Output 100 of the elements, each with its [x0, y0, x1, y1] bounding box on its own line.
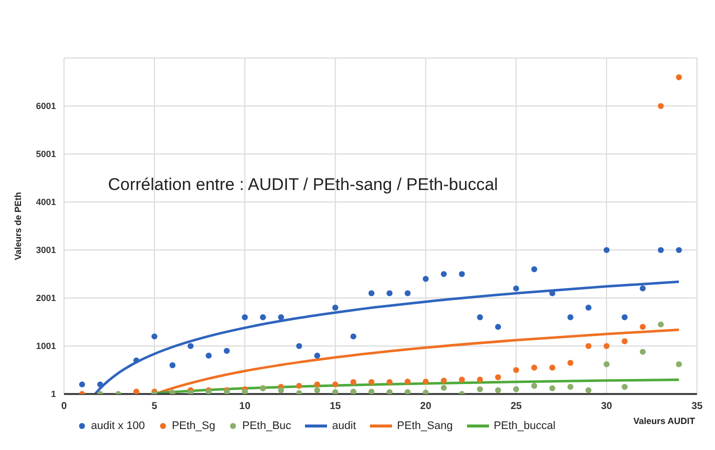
point — [296, 382, 302, 389]
y-tick-label: 1 — [50, 389, 56, 400]
point — [278, 314, 284, 320]
point — [97, 381, 104, 388]
point — [658, 321, 664, 328]
legend-label: audit — [332, 420, 356, 432]
legend-label: PEth_Sg — [172, 420, 216, 432]
point — [676, 247, 682, 254]
point — [79, 381, 86, 388]
x-tick-label: 5 — [152, 401, 158, 412]
point — [404, 290, 411, 296]
legend-label: audit x 100 — [91, 420, 145, 432]
point — [495, 324, 502, 330]
point — [586, 387, 592, 394]
point — [658, 247, 664, 254]
point — [350, 333, 356, 340]
point — [549, 385, 556, 392]
point — [314, 387, 320, 394]
point — [458, 376, 465, 383]
point — [476, 376, 483, 383]
x-axis-title: Valeurs AUDIT — [633, 416, 695, 426]
y-tick-label: 2001 — [36, 293, 56, 304]
point — [440, 378, 447, 384]
point — [422, 378, 429, 385]
point — [332, 381, 338, 388]
point — [640, 348, 646, 355]
point — [224, 348, 230, 354]
point — [296, 343, 302, 350]
x-tick-label: 15 — [330, 401, 342, 412]
point — [513, 285, 520, 292]
point — [622, 314, 628, 320]
point — [513, 386, 520, 392]
point — [332, 389, 338, 394]
point — [622, 338, 628, 344]
point — [386, 389, 393, 394]
point — [314, 352, 320, 359]
line-series — [94, 280, 680, 394]
point — [531, 382, 538, 389]
point — [133, 357, 140, 364]
point — [586, 343, 592, 350]
x-tick-label: 10 — [239, 401, 251, 412]
legend-label: PEth_Buc — [242, 420, 292, 432]
point — [422, 276, 429, 282]
point — [151, 333, 158, 340]
x-tick-label: 0 — [61, 401, 68, 412]
point — [567, 314, 574, 320]
point — [332, 304, 338, 311]
point — [386, 290, 393, 296]
point — [604, 343, 610, 350]
y-tick-label: 4001 — [36, 197, 56, 208]
point — [170, 362, 176, 368]
point — [440, 384, 447, 391]
y-tick-label: 5001 — [36, 149, 56, 160]
point — [242, 388, 248, 394]
point — [386, 379, 393, 386]
point — [622, 384, 628, 390]
point — [476, 314, 483, 320]
point — [640, 285, 646, 292]
point — [242, 314, 248, 320]
y-tick-label: 1001 — [36, 341, 56, 352]
point — [133, 388, 140, 394]
point — [676, 361, 682, 368]
point — [604, 247, 610, 254]
point — [476, 386, 483, 392]
text: Corrélation entre : AUDIT / PEth-sang / PEth-buccal — [108, 175, 498, 195]
point — [604, 361, 610, 368]
point — [676, 74, 682, 80]
point — [495, 374, 502, 380]
point — [368, 388, 374, 394]
point — [350, 379, 356, 386]
y-axis-title: Valeurs de PEth — [13, 192, 24, 260]
point — [549, 364, 556, 371]
point — [658, 103, 664, 110]
point — [350, 388, 356, 394]
legend-label: PEth_buccal — [494, 420, 556, 432]
point — [314, 381, 320, 388]
point — [586, 304, 592, 311]
x-tick-label: 25 — [510, 401, 522, 412]
point — [368, 379, 374, 386]
point — [278, 387, 284, 394]
point — [531, 364, 538, 371]
x-tick-label: 35 — [691, 401, 703, 412]
point — [567, 360, 574, 366]
point — [404, 389, 411, 394]
point — [513, 367, 520, 374]
y-tick-label: 3001 — [36, 245, 56, 256]
point — [531, 266, 538, 272]
y-tick-label: 6001 — [36, 101, 56, 112]
point — [206, 352, 212, 359]
point — [368, 290, 374, 296]
point — [404, 378, 411, 385]
point — [440, 271, 447, 278]
x-tick-label: 30 — [601, 401, 613, 412]
point — [260, 314, 266, 320]
point — [170, 390, 176, 394]
point — [640, 324, 646, 330]
point — [188, 343, 194, 350]
point — [458, 271, 465, 278]
legend-label: PEth_Sang — [397, 420, 453, 432]
point — [495, 387, 502, 394]
